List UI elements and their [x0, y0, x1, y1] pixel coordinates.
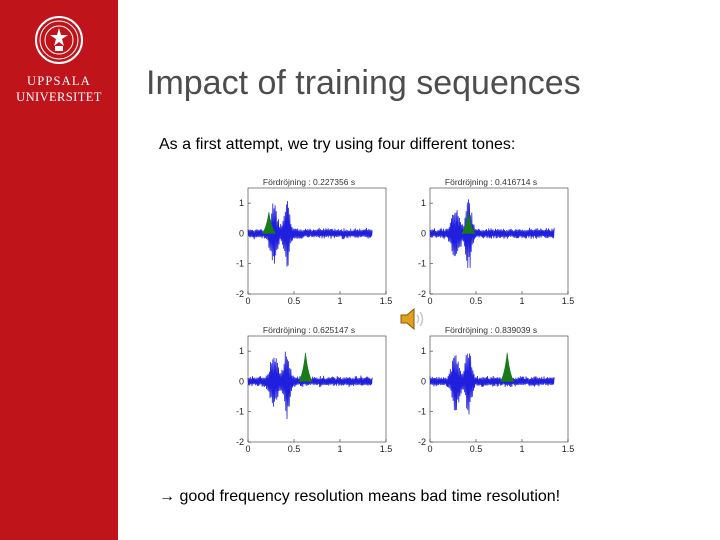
- slide-title: Impact of training sequences: [146, 64, 581, 102]
- y-tick-label: -2: [418, 289, 426, 299]
- university-name-line1: UPPSALA: [27, 74, 91, 88]
- university-name-line2: UNIVERSITET: [16, 90, 102, 104]
- plots-grid: Fördröjning : 0.227356 s 0 0.5 1 1.5 -2 -1 0 1 Fö…: [236, 177, 575, 454]
- x-tick-label: 1.5: [562, 444, 575, 454]
- waveform-series: [429, 199, 555, 268]
- x-tick-label: 1: [337, 296, 342, 306]
- delay-peak: [461, 212, 476, 234]
- x-tick-label: 1.5: [380, 444, 393, 454]
- subplot-title: Fördröjning : 0.416714 s: [445, 177, 537, 187]
- x-tick-label: 0: [245, 444, 250, 454]
- x-tick-label: 1.5: [380, 296, 393, 306]
- x-tick-label: 1: [519, 444, 524, 454]
- x-tick-label: 0.5: [470, 444, 483, 454]
- delay-peak: [261, 212, 276, 234]
- x-tick-label: 1.5: [562, 296, 575, 306]
- x-tick-label: 1: [519, 296, 524, 306]
- sidebar: UPPSALA UNIVERSITET: [0, 0, 118, 540]
- y-tick-label: 0: [239, 228, 244, 238]
- x-tick-label: 0.5: [470, 296, 483, 306]
- intro-text: As a first attempt, we try using four di…: [159, 136, 516, 153]
- y-tick-label: 1: [239, 198, 244, 208]
- y-tick-label: 0: [421, 376, 426, 386]
- y-tick-label: 0: [239, 376, 244, 386]
- x-tick-label: 0.5: [288, 444, 301, 454]
- audio-speaker-icon[interactable]: [399, 307, 427, 331]
- subplot-title: Fördröjning : 0.625147 s: [263, 325, 355, 335]
- x-tick-label: 0: [245, 296, 250, 306]
- university-seal-icon: [35, 16, 83, 64]
- subplot-title: Fördröjning : 0.839039 s: [445, 325, 537, 335]
- y-tick-label: 1: [421, 346, 426, 356]
- conclusion-text: → good frequency resolution means bad ti…: [159, 488, 561, 505]
- x-tick-label: 1: [337, 444, 342, 454]
- waveform-series: [247, 200, 373, 267]
- y-tick-label: -1: [236, 407, 244, 417]
- y-tick-label: 1: [421, 198, 426, 208]
- waveform-series: [429, 353, 555, 415]
- y-tick-label: -2: [418, 437, 426, 447]
- delay-peak: [298, 352, 313, 382]
- subplot-title: Fördröjning : 0.227356 s: [263, 177, 355, 187]
- y-tick-label: 1: [239, 346, 244, 356]
- y-tick-label: 0: [421, 228, 426, 238]
- x-tick-label: 0: [427, 296, 432, 306]
- y-tick-label: -1: [418, 407, 426, 417]
- x-tick-label: 0: [427, 444, 432, 454]
- y-tick-label: -2: [236, 437, 244, 447]
- delay-peak: [500, 352, 515, 382]
- y-tick-label: -2: [236, 289, 244, 299]
- y-tick-label: -1: [236, 259, 244, 269]
- x-tick-label: 0.5: [288, 296, 301, 306]
- y-tick-label: -1: [418, 259, 426, 269]
